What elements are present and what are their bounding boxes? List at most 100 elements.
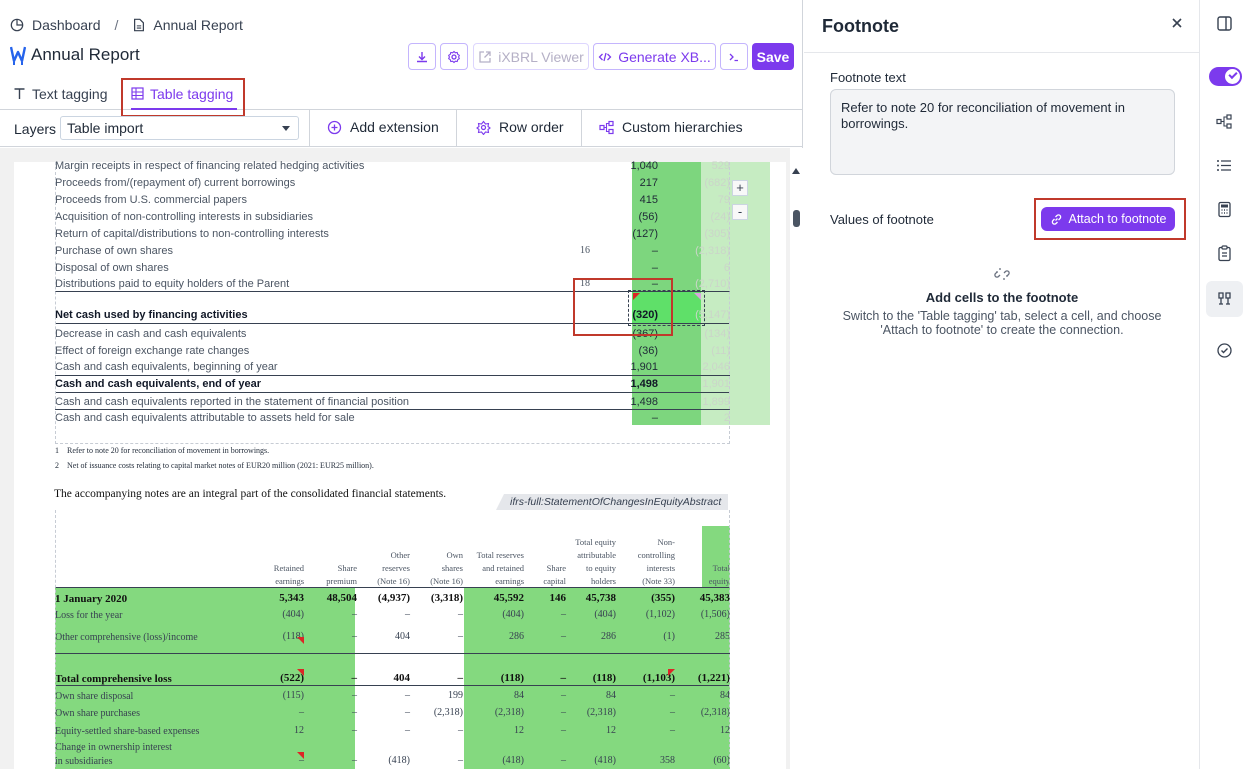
cell-value[interactable]: 285 [715, 631, 730, 642]
save-button[interactable]: Save [752, 43, 794, 70]
cell-value[interactable]: – [651, 412, 658, 424]
cell-value[interactable]: 12 [294, 725, 304, 736]
cell-value[interactable]: 404 [393, 672, 411, 684]
document-viewer[interactable]: Margin receipts in respect of financing … [0, 148, 790, 769]
cell-value[interactable]: – [561, 609, 566, 620]
cell-value[interactable]: (56) [638, 211, 658, 223]
cell-value[interactable]: – [651, 278, 658, 290]
cell-value[interactable]: 12 [514, 725, 524, 736]
cell-value[interactable]: 79 [717, 194, 730, 206]
cell-value[interactable]: – [651, 245, 658, 257]
cell-value[interactable]: – [458, 631, 463, 642]
scroll-thumb[interactable] [793, 210, 800, 227]
close-icon[interactable] [1170, 16, 1184, 30]
cell-value[interactable]: – [352, 725, 357, 736]
list-icon[interactable] [1216, 157, 1233, 174]
cell-value[interactable]: 12 [606, 725, 616, 736]
footnote-text-field[interactable]: Refer to note 20 for reconciliation of m… [830, 89, 1175, 175]
cell-value[interactable]: – [561, 725, 566, 736]
cell-value[interactable]: 286 [601, 631, 616, 642]
calculator-icon[interactable] [1216, 201, 1233, 218]
cell-value[interactable]: (2,318) [700, 707, 730, 718]
cell-value[interactable]: – [560, 672, 567, 684]
cell-value[interactable]: 415 [639, 194, 658, 206]
ixbrl-viewer-button[interactable]: iXBRL Viewer [473, 43, 589, 70]
cell-value[interactable]: (682) [704, 177, 730, 189]
cell-value[interactable]: 6 [723, 262, 730, 274]
cell-value[interactable]: 1,901 [630, 361, 658, 373]
tagged-region[interactable] [702, 526, 730, 587]
cell-value[interactable]: – [457, 672, 464, 684]
cell-value[interactable]: – [670, 725, 675, 736]
cell-value[interactable]: (2,318) [586, 707, 616, 718]
cell-value[interactable]: 146 [549, 592, 567, 604]
cell-value[interactable]: (418) [502, 755, 524, 766]
attach-to-footnote-button[interactable]: Attach to footnote [1041, 207, 1175, 231]
cell-value[interactable]: (118) [592, 672, 616, 684]
cell-value[interactable]: – [352, 631, 357, 642]
cell-value[interactable]: 1,498 [630, 396, 658, 408]
cell-value[interactable]: – [352, 609, 357, 620]
cell-value[interactable]: (11) [711, 345, 730, 357]
tab-table-tagging[interactable]: Table tagging [131, 78, 237, 110]
cell-value[interactable]: – [561, 755, 566, 766]
cell-value[interactable]: (2,318) [695, 245, 730, 257]
tab-text-tagging[interactable]: Text tagging [13, 78, 118, 109]
cell-value[interactable]: (118) [500, 672, 524, 684]
cell-value[interactable]: 84 [720, 690, 730, 701]
breadcrumb-current[interactable]: Annual Report [153, 17, 243, 33]
cell-value[interactable]: 45,738 [585, 592, 616, 604]
cell-value[interactable]: 2,046 [702, 361, 730, 373]
cell-value[interactable]: (320) [632, 309, 658, 321]
cell-value[interactable]: – [405, 707, 410, 718]
panel-toggle-icon[interactable] [1216, 15, 1233, 32]
cell-value[interactable]: 1,899 [702, 396, 730, 408]
footnote-icon[interactable] [1216, 290, 1233, 307]
selected-cell[interactable] [632, 291, 701, 323]
cell-value[interactable]: (60) [713, 755, 730, 766]
cell-value[interactable]: – [352, 690, 357, 701]
download-button[interactable] [408, 43, 436, 70]
scrollbar[interactable] [790, 148, 803, 769]
scroll-up-icon[interactable] [792, 168, 800, 174]
cell-value[interactable]: 84 [514, 690, 524, 701]
tagging-toggle[interactable] [1209, 67, 1242, 86]
cell-value[interactable]: 358 [660, 755, 675, 766]
cell-value[interactable]: (1,221) [697, 672, 730, 684]
cell-value[interactable]: – [670, 707, 675, 718]
cell-value[interactable]: – [458, 609, 463, 620]
cell-value[interactable]: – [458, 725, 463, 736]
clipboard-icon[interactable] [1216, 245, 1233, 262]
cell-value[interactable]: (522) [280, 672, 304, 684]
settings-button[interactable] [440, 43, 468, 70]
cell-value[interactable]: (2,318) [433, 707, 463, 718]
cell-value[interactable]: (1,506) [700, 609, 730, 620]
cell-value[interactable]: – [405, 609, 410, 620]
cell-value[interactable]: (404) [594, 609, 616, 620]
cell-value[interactable]: (1,103) [642, 672, 675, 684]
cell-value[interactable]: (1) [663, 631, 675, 642]
cell-value[interactable]: (36) [638, 345, 658, 357]
cell-value[interactable]: – [561, 631, 566, 642]
cell-value[interactable]: (418) [594, 755, 616, 766]
cell-value[interactable]: (115) [282, 690, 304, 701]
zoom-in-button[interactable]: + [732, 180, 748, 196]
cell-value[interactable]: 286 [509, 631, 524, 642]
tagged-region[interactable] [304, 587, 355, 769]
custom-hierarchies-button[interactable]: Custom hierarchies [599, 119, 743, 135]
cell-value[interactable]: – [405, 725, 410, 736]
cell-value[interactable]: 45,383 [699, 592, 730, 604]
cell-value[interactable]: – [670, 690, 675, 701]
cell-value[interactable]: 84 [606, 690, 616, 701]
cell-value[interactable]: (404) [502, 609, 524, 620]
cell-value[interactable]: (127) [632, 228, 658, 240]
cell-value[interactable]: (24) [710, 211, 730, 223]
cell-value[interactable]: – [458, 755, 463, 766]
cell-value[interactable]: 45,592 [493, 592, 524, 604]
cell-value[interactable]: – [351, 672, 358, 684]
cell-value[interactable]: (5,147) [695, 309, 730, 321]
cell-value[interactable]: 217 [639, 177, 658, 189]
breadcrumb-dashboard[interactable]: Dashboard [32, 17, 101, 33]
tagged-region[interactable] [464, 587, 730, 769]
cell-value[interactable]: 404 [395, 631, 410, 642]
